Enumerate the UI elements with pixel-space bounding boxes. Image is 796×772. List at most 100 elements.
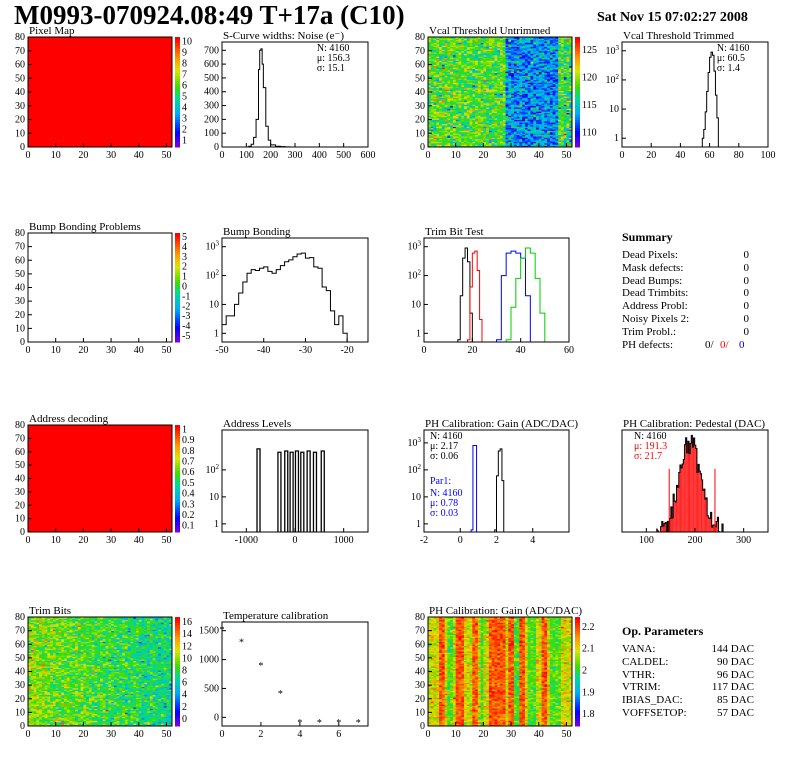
- chart-ph-gain: -2 0 2 4110102103PH Calibration: Gain (ADC/…: [408, 418, 579, 546]
- x-tick-label: -2: [420, 535, 428, 546]
- y-tick-label: 102: [408, 269, 422, 282]
- histogram-peak: [278, 452, 281, 532]
- y-tick-label: 50: [15, 460, 25, 471]
- y-tick-label: 103: [206, 240, 220, 253]
- palette-tick-label: 2: [182, 262, 187, 273]
- x-tick-label: -1000: [235, 535, 258, 546]
- y-tick-label: 10: [415, 128, 425, 139]
- palette-tick-label: 8: [182, 59, 187, 70]
- palette-tick-label: 0.5: [182, 478, 195, 489]
- histogram-peak: [313, 452, 316, 532]
- y-tick-label: 1: [214, 328, 219, 339]
- palette-tick-label: 4: [182, 242, 187, 253]
- y-tick-label: 40: [15, 87, 25, 98]
- histogram-bin: [709, 518, 710, 532]
- x-tick-label: 100: [761, 150, 776, 161]
- x-tick-label: 10: [451, 150, 461, 161]
- palette-step: [175, 233, 180, 236]
- x-tick-label: 40: [534, 150, 544, 161]
- palette-tick-label: -5: [182, 331, 190, 342]
- x-tick-label: 40: [134, 535, 144, 546]
- chart-address-levels: -1000 0 1000110102Address Levels: [206, 418, 369, 546]
- histogram-series: [471, 445, 476, 532]
- y-tick-label: 60: [15, 255, 25, 266]
- y-tick-label: 400: [204, 87, 219, 98]
- histogram-peak: [301, 452, 304, 532]
- x-tick-label: 40: [134, 345, 144, 356]
- y-tick-label: 60: [415, 60, 425, 71]
- palette-tick-label: -3: [182, 311, 190, 322]
- palette-tick-label: 125: [582, 45, 597, 56]
- y-tick-label: 1: [416, 519, 421, 530]
- y-tick-exponent: 3: [418, 436, 422, 444]
- plot-area: [471, 445, 504, 532]
- chart-ph-pedestal: 100 200 300PH Calibration: Pedestal (DAC)N…: [622, 418, 768, 546]
- plot-title: S-Curve widths: Noise (e⁻): [223, 30, 344, 42]
- x-tick-label: 600: [361, 150, 376, 161]
- palette-tick-label: 1: [182, 424, 187, 435]
- y-tick-label: 70: [15, 433, 25, 444]
- histogram-peak: [290, 452, 293, 532]
- y-tick-label: 10: [15, 128, 25, 139]
- histogram-bin: [681, 468, 682, 532]
- y-tick-label: 70: [415, 46, 425, 57]
- palette-tick-label: 1: [182, 272, 187, 283]
- x-tick-label: 40: [675, 150, 685, 161]
- palette-tick-label: 0: [182, 282, 187, 293]
- x-tick-label: 50: [161, 535, 171, 546]
- x-tick-label: 20: [78, 535, 88, 546]
- histogram-bin: [703, 490, 704, 532]
- y-tick-label: 80: [15, 420, 25, 431]
- y-tick-label: 0: [20, 527, 25, 538]
- chart-trim-bits: 0 10 20 30 40 5001020304050607080024681012141…: [15, 605, 192, 740]
- plot-title: Bump Bonding Problems: [29, 221, 141, 233]
- histogram-series: [246, 49, 290, 147]
- y-tick-label: 10: [609, 104, 619, 115]
- histogram-bin: [675, 502, 676, 532]
- plot-area: [458, 248, 545, 342]
- chart-scurve: 0 100 200 300 400 500 600010020030040050060070…: [204, 30, 376, 161]
- x-tick-label: 200: [688, 535, 703, 546]
- histogram-bin: [697, 473, 698, 532]
- palette-tick-label: 0.7: [182, 456, 195, 467]
- y-tick-label: 80: [15, 32, 25, 43]
- y-tick-label: 10: [15, 514, 25, 525]
- x-tick-label: 40: [134, 150, 144, 161]
- x-tick-label: 10: [51, 150, 61, 161]
- y-tick-label: 80: [415, 32, 425, 43]
- palette-tick-label: 5: [182, 92, 187, 103]
- stats-box-2: Par1:N: 4160μ: 0.78σ: 0.03: [430, 476, 463, 519]
- palette-tick-label: 4: [182, 103, 187, 114]
- histogram-bin: [712, 527, 713, 532]
- stats-box: N: 4160μ: 2.17σ: 0.06: [430, 431, 463, 462]
- x-tick-label: 30: [106, 345, 116, 356]
- plot-frame: [622, 42, 768, 147]
- y-tick-label: 700: [204, 45, 219, 56]
- x-tick-label: 40: [516, 345, 526, 356]
- plot-frame: [28, 233, 172, 342]
- x-tick-label: 50: [161, 345, 171, 356]
- stats-box: N: 4160μ: 60.5σ: 1.4: [717, 43, 750, 74]
- y-tick-exponent: 3: [418, 240, 422, 248]
- x-tick-label: 0: [620, 150, 625, 161]
- y-tick-label: 40: [15, 474, 25, 485]
- stats-line: σ: 0.06: [430, 451, 458, 462]
- heatmap-cells: [28, 425, 172, 532]
- y-tick-label: 103: [408, 436, 422, 449]
- plot-frame: [424, 238, 569, 342]
- histogram-bin: [692, 447, 693, 532]
- y-tick-label: 0: [214, 142, 219, 153]
- x-tick-label: 100: [239, 150, 254, 161]
- x-tick-label: 10: [51, 535, 61, 546]
- y-tick-label: 20: [15, 500, 25, 511]
- y-tick-label: 10: [15, 323, 25, 334]
- palette-tick-label: 1: [182, 136, 187, 147]
- histogram-peak: [307, 451, 310, 532]
- x-tick-label: 0: [422, 345, 427, 356]
- plot-area: [246, 49, 290, 147]
- plot-title: Address Levels: [223, 418, 291, 430]
- plot-area: [222, 253, 347, 342]
- plot-title: Pixel Map: [29, 25, 75, 37]
